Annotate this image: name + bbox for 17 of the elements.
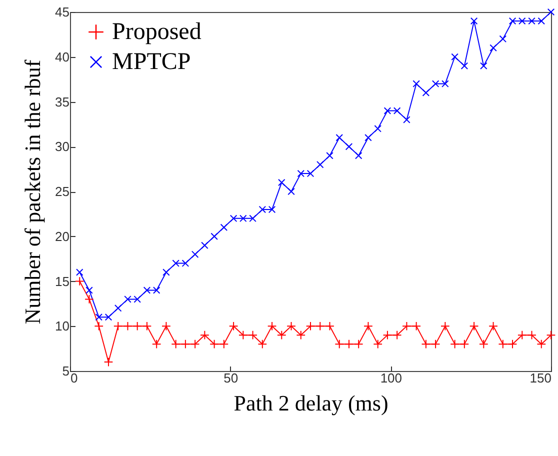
x-axis-title: Path 2 delay (ms) (234, 390, 388, 416)
y-tick-label: 5 (62, 364, 70, 378)
y-tick-label: 25 (55, 184, 70, 199)
y-tick-label: 15 (55, 274, 70, 289)
y-tick-label: 45 (55, 4, 70, 20)
x-tick-label: 150 (530, 370, 552, 386)
x-tick-label: 0 (70, 370, 78, 386)
y-tick-label: 40 (55, 49, 70, 64)
y-tick-label: 30 (55, 139, 70, 154)
legend-label: Proposed (112, 19, 202, 45)
y-axis-title: Number of packets in the rbuf (20, 59, 46, 324)
y-tick-label: 20 (55, 228, 70, 244)
x-tick-label: 100 (380, 370, 402, 386)
legend-label: MPTCP (112, 49, 191, 75)
y-tick-label: 10 (55, 318, 70, 334)
y-tick-label: 35 (55, 94, 70, 110)
x-tick-label: 50 (224, 370, 238, 386)
